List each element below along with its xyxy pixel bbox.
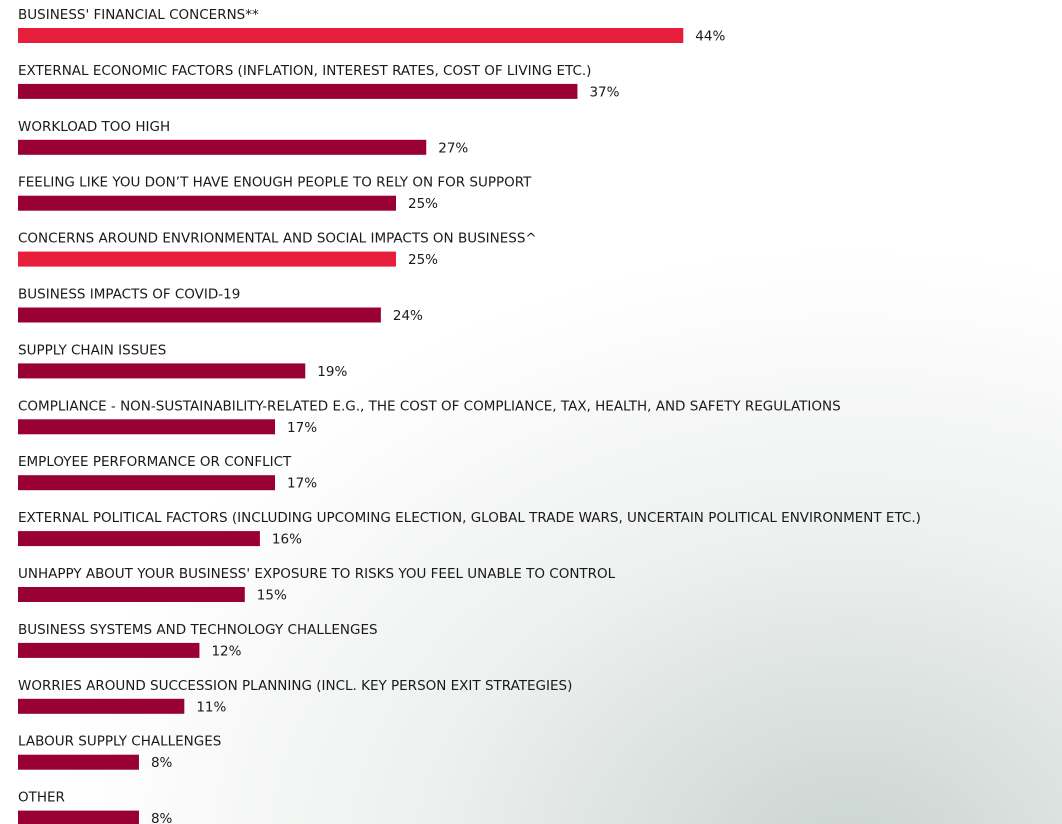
bar [18,642,200,658]
value-label: 44% [695,29,725,45]
category-label: WORRIES AROUND SUCCESSION PLANNING (INCL… [18,678,572,694]
value-label: 8% [151,755,173,771]
value-label: 17% [287,420,317,436]
category-label: SUPPLY CHAIN ISSUES [18,342,166,358]
category-label: WORKLOAD TOO HIGH [18,119,170,135]
bar [18,28,684,43]
category-label: LABOUR SUPPLY CHALLENGES [18,734,221,750]
value-label: 11% [196,699,226,715]
value-label: 17% [287,476,317,492]
bar [18,754,139,770]
bar [18,531,260,547]
value-label: 15% [257,588,287,604]
category-label: EMPLOYEE PERFORMANCE OR CONFLICT [18,454,292,470]
category-label: BUSINESS IMPACTS OF COVID-19 [18,287,240,303]
category-label: BUSINESS SYSTEMS AND TECHNOLOGY CHALLENG… [18,622,378,638]
bar [18,419,276,435]
bar [18,83,578,99]
bar [18,195,396,211]
value-label: 25% [408,196,438,212]
bar [18,139,427,155]
category-label: CONCERNS AROUND ENVRIONMENTAL AND SOCIAL… [18,231,537,247]
category-label: OTHER [18,790,65,806]
bar [18,363,306,379]
bar [18,251,396,267]
bar [18,587,245,602]
bar [18,810,139,824]
category-label: EXTERNAL ECONOMIC FACTORS (INFLATION, IN… [18,63,591,79]
value-label: 25% [408,252,438,268]
category-label: BUSINESS' FINANCIAL CONCERNS** [18,7,259,23]
value-label: 8% [151,811,173,824]
value-label: 27% [438,140,468,156]
category-label: COMPLIANCE - NON-SUSTAINABILITY-RELATED … [18,398,841,414]
category-label: EXTERNAL POLITICAL FACTORS (INCLUDING UP… [18,510,921,526]
value-label: 12% [211,643,241,659]
value-label: 19% [317,364,347,380]
bar [18,307,381,323]
category-label: FEELING LIKE YOU DON’T HAVE ENOUGH PEOPL… [18,175,532,191]
category-label: UNHAPPY ABOUT YOUR BUSINESS' EXPOSURE TO… [18,566,616,582]
value-label: 16% [272,532,302,548]
value-label: 37% [589,84,619,100]
bar [18,475,276,491]
bar [18,698,185,714]
value-label: 24% [393,308,423,324]
